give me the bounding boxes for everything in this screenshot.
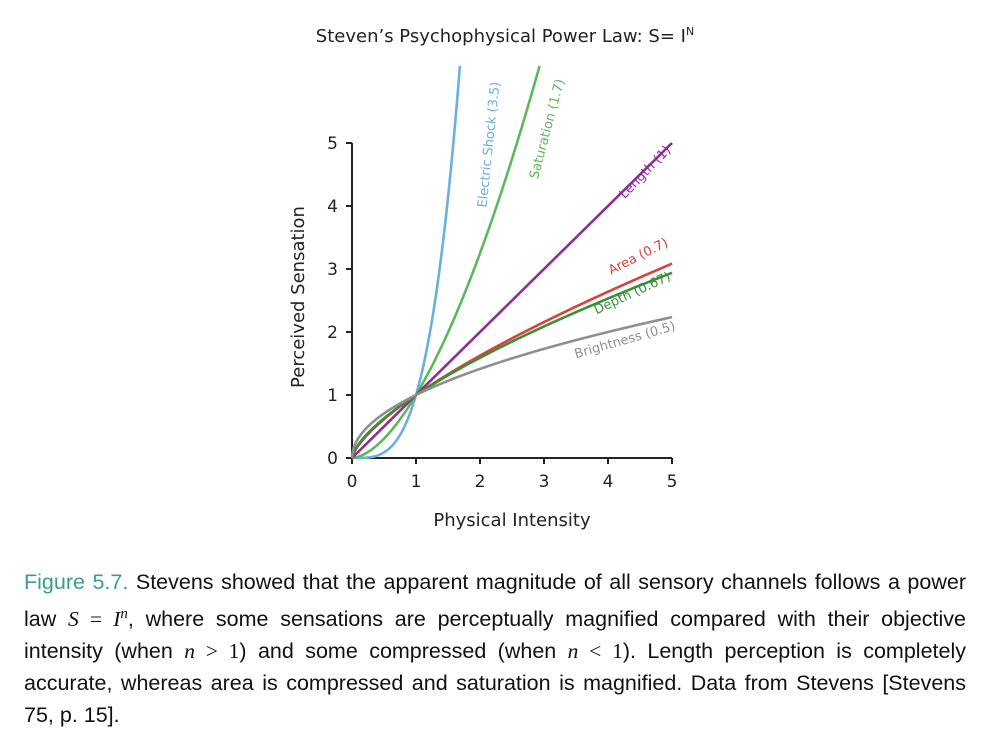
- x-tick-label: 0: [347, 472, 358, 492]
- caption-text-4: ). Length perception is completely accur…: [24, 639, 966, 728]
- x-tick-label: 4: [603, 472, 614, 492]
- chart-title-text: Steven’s Psychophysical Power Law: S= I: [316, 26, 686, 47]
- caption-text-1: Stevens showed that the apparent magnitu…: [24, 570, 966, 632]
- figure-caption: Figure 5.7. Stevens showed that the appa…: [24, 566, 966, 731]
- series-label-5: Brightness (0.5): [573, 319, 677, 362]
- y-tick-label: 5: [327, 134, 338, 154]
- x-tick-label: 1: [411, 472, 422, 492]
- series-labels: Electric Shock (3.5) Saturation (1.7) Leng…: [475, 78, 677, 363]
- curves: [350, 65, 673, 460]
- chart-title-superscript: N: [686, 25, 694, 38]
- x-tick-label: 5: [667, 472, 678, 492]
- x-axis-label: Physical Intensity: [433, 510, 591, 531]
- y-axis-label: Perceived Sensation: [288, 206, 309, 388]
- series-label-1: Saturation (1.7): [527, 78, 568, 181]
- series-line-2: [351, 142, 673, 459]
- x-tick-label: 3: [539, 472, 550, 492]
- chart-title: Steven’s Psychophysical Power Law: S= IN: [316, 25, 694, 47]
- eq-s: S: [68, 607, 79, 632]
- power-law-chart: Steven’s Psychophysical Power Law: S= IN…: [288, 25, 694, 531]
- cond1-op: > 1: [194, 639, 240, 664]
- series-line-5: [350, 315, 673, 459]
- y-tick-label: 2: [327, 323, 338, 343]
- caption-text-2: , where some sensations are perceptually…: [24, 607, 966, 664]
- axes: 0 1 2 3 4 5 0 1 2 3 4 5: [327, 134, 677, 492]
- y-tick-label: 3: [327, 260, 338, 280]
- cond2-n: n: [567, 639, 579, 664]
- series-label-0: Electric Shock (3.5): [475, 81, 503, 208]
- y-tick-label: 0: [327, 449, 338, 469]
- eq-equals: =: [78, 607, 114, 632]
- y-tick-label: 1: [327, 386, 338, 406]
- series-line-1: [351, 65, 541, 460]
- cond2-op: < 1: [578, 639, 623, 664]
- eq-n: n: [120, 606, 128, 622]
- series-line-4: [350, 271, 673, 459]
- x-tick-label: 2: [475, 472, 486, 492]
- series-line-0: [351, 65, 462, 460]
- eq-i: I: [113, 607, 121, 632]
- y-tick-label: 4: [327, 197, 338, 217]
- figure-label: Figure 5.7.: [24, 570, 129, 594]
- cond1-n: n: [184, 639, 195, 664]
- caption-text-3: ) and some compressed (when: [239, 639, 568, 664]
- series-label-2: Length (1): [617, 143, 675, 202]
